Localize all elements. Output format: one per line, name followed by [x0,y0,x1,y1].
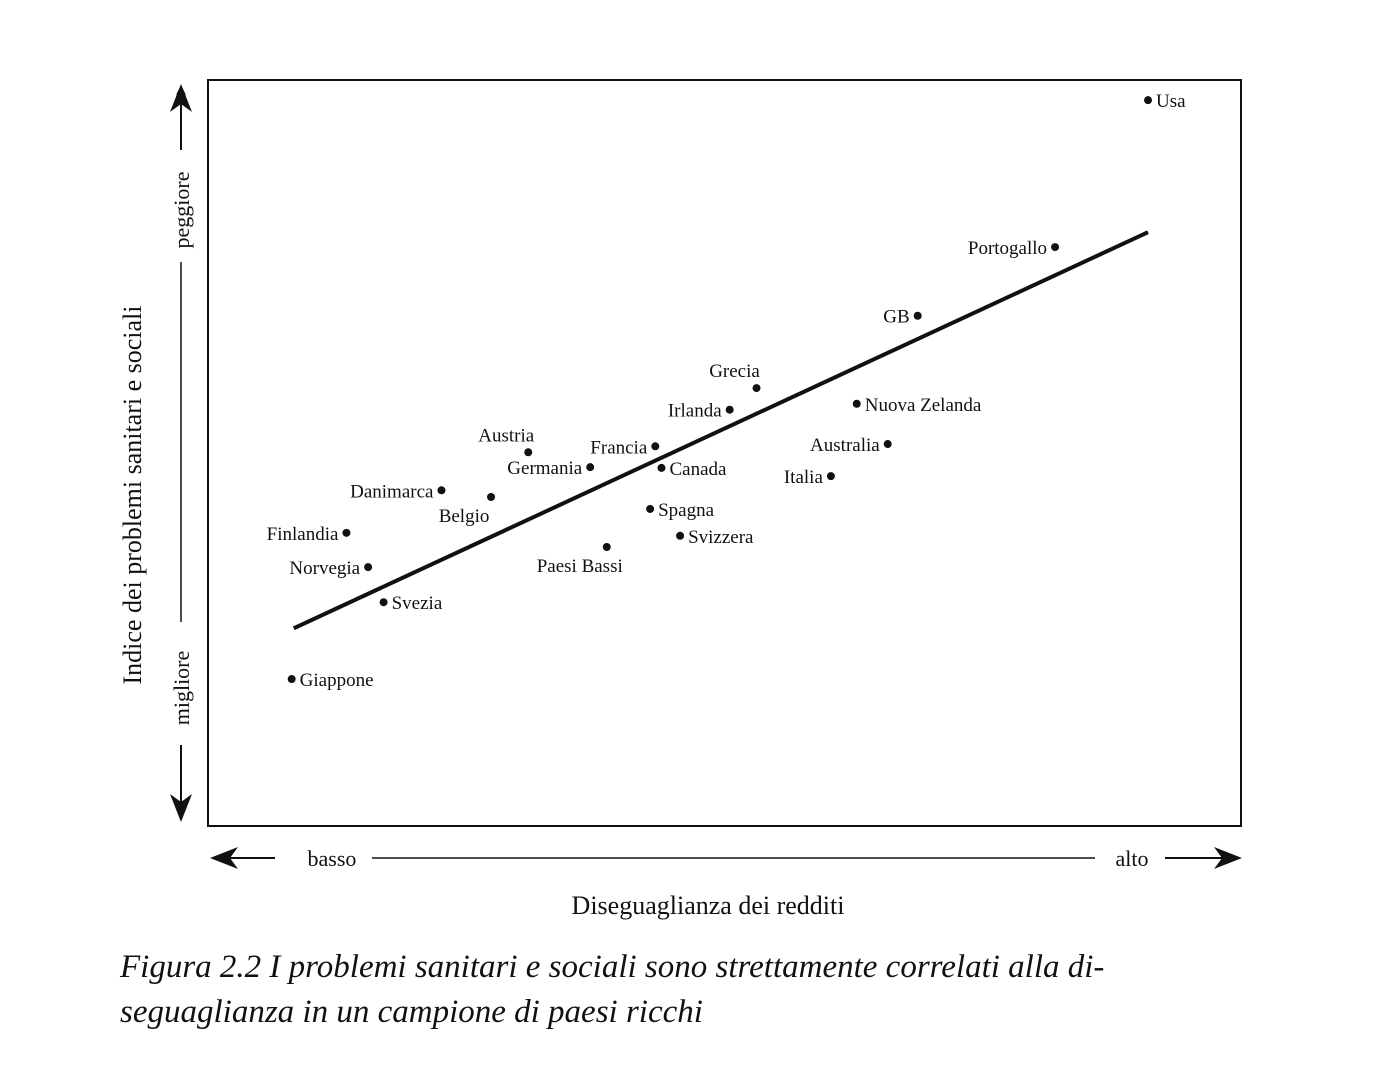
point-label: GB [883,307,909,328]
point-label: Danimarca [350,481,434,502]
data-point [524,448,533,457]
point-label: Germania [507,458,582,479]
trend-line [292,230,1149,631]
point-label: Francia [590,437,648,458]
x-axis-title: Diseguaglianza dei redditi [572,891,845,920]
point-label: Portogallo [968,238,1047,259]
data-point [1051,243,1060,252]
data-point [913,311,922,320]
point-label: Spagna [658,500,715,521]
data-point [437,486,446,495]
y-axis-indicator: peggiore migliore Indice dei problemi sa… [118,84,194,822]
point-label: Nuova Zelanda [865,395,982,416]
data-point [342,528,351,537]
data-point [883,440,892,449]
point-label: Svizzera [688,527,754,548]
data-point [379,598,388,607]
point-label: Australia [810,435,880,456]
point-label: Belgio [439,506,490,527]
point-label: Giappone [300,670,374,691]
point-label: Paesi Bassi [537,556,623,577]
data-point [1144,96,1153,105]
data-point [586,463,595,472]
data-point [287,675,296,684]
caption-line-1: Figura 2.2 I problemi sanitari e sociali… [120,949,1105,985]
data-point [487,493,496,502]
data-point [657,463,666,472]
data-point [826,472,835,481]
data-point [852,399,861,408]
y-axis-title: Indice dei problemi sanitari e sociali [118,305,147,684]
point-label: Grecia [709,361,760,382]
y-low-label: migliore [169,651,194,726]
data-point [725,405,734,414]
point-label: Irlanda [668,401,722,422]
data-point [364,563,373,572]
point-label: Finlandia [267,524,339,545]
point-label: Canada [669,459,727,480]
data-point [676,531,685,540]
x-axis-indicator: basso alto Diseguaglianza dei redditi [210,846,1242,920]
data-point [752,384,761,393]
x-low-label: basso [308,846,357,871]
point-label: Italia [784,467,824,488]
point-label: Austria [478,425,535,446]
data-point [646,504,655,513]
point-label: Svezia [392,593,443,614]
x-high-label: alto [1116,846,1149,871]
y-high-label: peggiore [169,172,194,249]
point-label: Norvegia [289,558,360,579]
plot-frame [207,79,1242,827]
caption-line-2: seguaglianza in un campione di paesi ric… [120,994,703,1030]
point-label: Usa [1156,91,1186,112]
data-point [651,442,660,451]
figure-caption: Figura 2.2 I problemi sanitari e sociali… [120,945,1360,1035]
data-point [602,542,611,551]
